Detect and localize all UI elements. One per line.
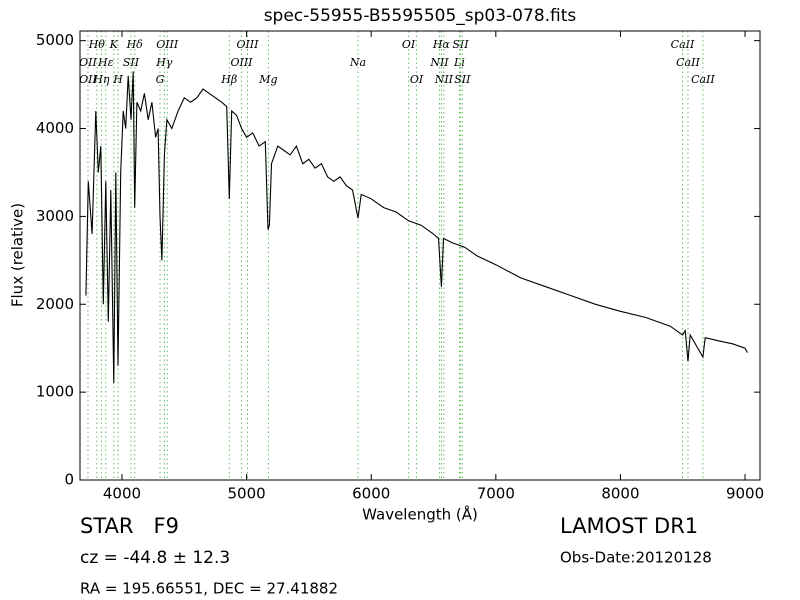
y-axis-label: Flux (relative) — [9, 203, 27, 307]
obs-date: Obs-Date:20120128 — [560, 549, 712, 567]
x-tick-label: 5000 — [228, 485, 266, 503]
survey: LAMOST DR1 — [560, 514, 698, 538]
spectral-line-label: SII — [123, 56, 140, 69]
spectral-line-label: Na — [349, 56, 366, 69]
spectral-line-label: SII — [452, 38, 469, 51]
y-tick-label: 3000 — [36, 207, 74, 225]
y-tick-label: 2000 — [36, 295, 74, 313]
coordinates: RA = 195.66551, DEC = 27.41882 — [80, 580, 338, 598]
spectral-line-label: CaII — [676, 56, 700, 69]
object-class: STAR F9 — [80, 514, 179, 538]
x-tick-label: 9000 — [726, 485, 764, 503]
x-tick-label: 6000 — [352, 485, 390, 503]
spectral-line-label: Hθ — [88, 38, 106, 51]
x-axis-label: Wavelength (Å) — [362, 505, 478, 524]
redshift: cz = -44.8 ± 12.3 — [80, 548, 230, 568]
spectral-line-label: NII — [434, 73, 454, 86]
spectral-line-label: G — [156, 73, 165, 86]
spectral-line-label: Hγ — [155, 56, 173, 69]
spectral-line-label: OIII — [230, 56, 253, 69]
spectral-line-label: OI — [402, 38, 416, 51]
spectral-line-label: Hε — [97, 56, 114, 69]
spectral-line-label: K — [109, 38, 119, 51]
chart-title: spec-55955-B5595505_sp03-078.fits — [264, 6, 577, 26]
y-tick-label: 4000 — [36, 119, 74, 137]
spectral-line-label: Hβ — [220, 73, 237, 86]
spectral-line-label: Hα — [432, 38, 451, 51]
spectral-line-label: Mg — [258, 73, 277, 86]
y-tick-label: 0 — [64, 471, 74, 489]
spectrum-line — [85, 71, 748, 384]
x-tick-label: 8000 — [601, 485, 639, 503]
spectral-line-label: CaII — [671, 38, 695, 51]
x-tick-label: 7000 — [477, 485, 515, 503]
y-tick-label: 5000 — [36, 31, 74, 49]
spectral-line-label: Li — [453, 56, 465, 69]
spectral-line-label: OI — [410, 73, 424, 86]
spectral-line-label: CaII — [691, 73, 715, 86]
spectral-line-label: OIII — [236, 38, 259, 51]
spectral-line-label: Hη — [92, 73, 110, 86]
x-tick-label: 4000 — [103, 485, 141, 503]
spectral-line-label: Hδ — [126, 38, 144, 51]
spectral-line-label: OIII — [156, 38, 179, 51]
spectral-line-label: SII — [454, 73, 471, 86]
spectral-line-label: NII — [429, 56, 449, 69]
spectral-line-label: H — [112, 73, 123, 86]
plot-frame — [79, 30, 761, 481]
spectral-line-label: OII — [79, 73, 97, 86]
y-tick-label: 1000 — [36, 383, 74, 401]
